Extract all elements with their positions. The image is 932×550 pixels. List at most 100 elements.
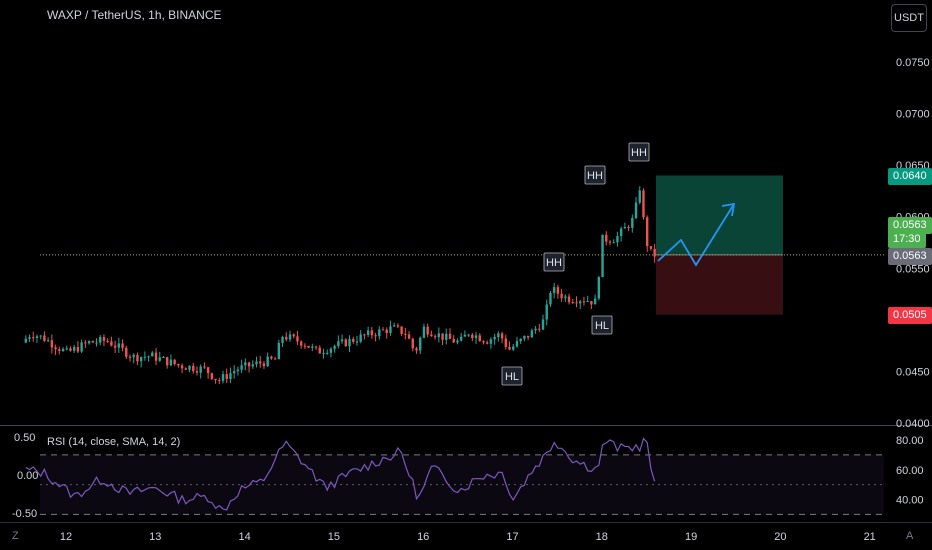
swing-label-hl[interactable]: HL — [595, 320, 609, 332]
candle-body — [638, 190, 641, 203]
time-tick-label: 20 — [774, 531, 786, 543]
candle-body — [69, 348, 72, 351]
candle-body — [154, 352, 158, 361]
candle-body — [106, 340, 109, 342]
candle-body — [552, 287, 556, 293]
stop-price-tag: 0.0505 — [888, 307, 932, 324]
candle-body — [225, 374, 228, 380]
candle-body — [549, 292, 552, 305]
rsi-left-tick: -0.50 — [12, 508, 37, 520]
candle-body — [497, 333, 500, 338]
candle-body — [519, 338, 522, 342]
stop-zone[interactable] — [656, 254, 783, 315]
long-position-tool[interactable] — [656, 175, 783, 315]
candle-body — [72, 346, 76, 351]
candle-body — [556, 287, 560, 294]
target-price-tag: 0.0640 — [888, 168, 932, 185]
swing-label-hh[interactable]: HH — [587, 170, 603, 182]
candle-body — [474, 335, 478, 339]
rsi-title: RSI (14, close, SMA, 14, 2) — [47, 436, 181, 448]
rsi-pane — [25, 437, 884, 515]
candle-body — [374, 335, 377, 337]
candle-body — [84, 342, 87, 344]
time-tick-label: 17 — [506, 531, 518, 543]
candle-body — [500, 333, 504, 339]
auto-scale-icon[interactable]: A — [906, 530, 914, 542]
candle-body — [162, 357, 165, 359]
candle-body — [430, 334, 433, 337]
candle-body — [582, 301, 586, 303]
candle-body — [404, 333, 407, 335]
candle-body — [121, 343, 124, 348]
swing-label-box[interactable] — [584, 165, 606, 185]
candle-body — [415, 348, 418, 351]
swing-label-box[interactable] — [628, 142, 650, 162]
rsi-tick-label: 60.00 — [896, 465, 924, 477]
price-tick-label: 0.0550 — [896, 263, 930, 275]
candle-body — [128, 356, 132, 358]
time-axis[interactable]: 12 13 14 15 16 17 18 19 20 21 — [60, 531, 876, 543]
arrow-head[interactable] — [721, 202, 736, 217]
swing-label-hh[interactable]: HH — [546, 257, 562, 269]
target-zone[interactable] — [656, 175, 783, 255]
candle-body — [422, 326, 426, 338]
candle-body — [463, 334, 467, 337]
candle-body — [389, 326, 392, 334]
candle-body — [54, 347, 57, 350]
swing-label-hl[interactable]: HL — [505, 371, 519, 383]
candle-body — [493, 337, 496, 340]
candle-body — [485, 342, 489, 344]
candle-body — [478, 335, 481, 342]
candle-body — [214, 378, 217, 381]
projection-arrow[interactable] — [657, 202, 736, 267]
candle-body — [262, 363, 266, 367]
candle-body — [593, 298, 597, 305]
swing-label-box[interactable] — [591, 315, 613, 335]
candle-body — [147, 356, 150, 358]
candle-body — [634, 202, 638, 219]
time-tick-label: 12 — [60, 531, 72, 543]
price-tick-label: 0.0750 — [896, 57, 930, 69]
candle-body — [136, 354, 139, 362]
candle-body — [538, 328, 541, 330]
candle-body — [433, 336, 437, 338]
candle-body — [627, 227, 630, 229]
candle-body — [24, 338, 28, 343]
swing-label-box[interactable] — [501, 366, 523, 386]
candle-body — [396, 325, 400, 327]
candle-body — [87, 341, 91, 344]
candle-body — [649, 246, 653, 249]
candle-body — [314, 346, 318, 348]
candle-body — [489, 339, 493, 344]
candle-body — [266, 356, 269, 367]
arrow-path[interactable] — [657, 203, 735, 267]
time-tick-label: 15 — [328, 531, 340, 543]
swing-label-box[interactable] — [543, 252, 565, 272]
candle-body — [110, 341, 113, 346]
log-scale-icon[interactable]: Z — [12, 530, 19, 542]
candle-body — [210, 373, 214, 379]
candle-body — [244, 362, 247, 366]
candle-body — [285, 336, 288, 340]
candle-body — [407, 334, 411, 339]
candle-body — [180, 365, 184, 369]
candle-body — [188, 365, 191, 370]
candle-body — [329, 348, 333, 353]
candle-body — [125, 347, 128, 357]
currency-button[interactable]: USDT — [891, 4, 927, 32]
time-tick-label: 21 — [864, 531, 876, 543]
candle-body — [247, 362, 251, 367]
candle-body — [102, 337, 106, 341]
swing-annotations[interactable]: HL HH HL HH HH — [501, 142, 650, 386]
time-tick-label: 19 — [685, 531, 697, 543]
candle-body — [355, 341, 359, 343]
swing-label-hh[interactable]: HH — [631, 147, 647, 159]
price-tick-label: 0.0700 — [896, 109, 930, 121]
candle-body — [645, 217, 649, 247]
candle-body — [113, 345, 117, 348]
candle-body — [203, 366, 206, 368]
candle-body — [579, 301, 582, 304]
candle-body — [273, 358, 277, 360]
candle-body — [526, 335, 530, 338]
